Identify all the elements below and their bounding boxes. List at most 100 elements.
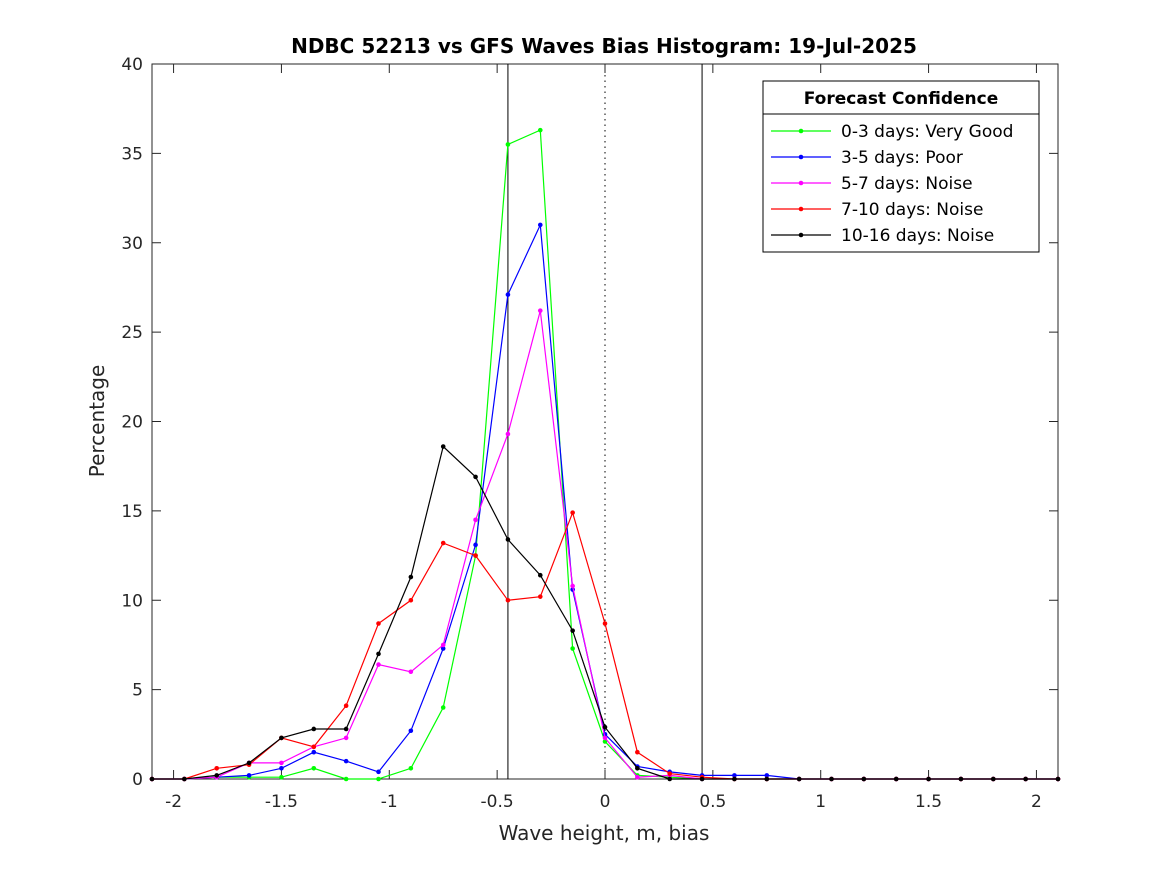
data-point [570,510,575,515]
legend-title: Forecast Confidence [804,89,999,109]
x-tick-label: -1.5 [265,792,298,812]
y-tick-label: 15 [121,502,143,522]
data-point [505,537,511,542]
data-point [376,662,381,667]
legend-label: 0-3 days: Very Good [841,122,1013,142]
legend-marker [798,128,804,134]
x-tick-label: -2 [165,792,182,812]
data-point [732,776,737,782]
data-point [279,760,284,766]
data-point [149,776,155,782]
legend-label: 7-10 days: Noise [841,200,983,220]
chart-title: NDBC 52213 vs GFS Waves Bias Histogram: … [291,34,917,58]
data-point [376,651,381,657]
legend-marker [798,154,804,160]
y-tick-label: 0 [132,770,143,790]
data-point [505,142,511,147]
y-tick-label: 20 [121,413,143,433]
legend-marker [798,180,804,186]
data-point [473,517,478,523]
data-point [570,628,575,633]
data-point [311,765,317,771]
legend-items: 0-3 days: Very Good 3-5 days: Poor 5-7 day… [771,122,1013,246]
data-point [279,735,284,741]
legend-label: 5-7 days: Noise [841,174,973,194]
x-tick-label: 1.5 [915,792,942,812]
legend-marker [798,206,804,212]
data-point [602,724,608,730]
data-point [602,735,608,741]
x-tick-label: 1 [815,792,826,812]
data-point [440,540,446,546]
y-tick-label: 35 [121,144,143,164]
data-point [764,776,770,782]
data-point [732,773,737,778]
data-point [343,758,349,764]
data-point [537,308,543,313]
data-point [440,642,446,648]
data-point [182,776,187,782]
data-point [440,646,446,651]
data-point [473,474,478,480]
data-point [505,597,511,603]
data-point [440,705,446,710]
data-point [505,431,511,437]
x-tick-label: 0 [600,792,611,812]
data-point [440,444,446,449]
data-point [343,726,349,732]
data-point [537,594,543,599]
data-point [246,760,252,766]
data-point [311,726,317,732]
data-point [246,773,252,778]
data-point [408,669,414,675]
data-point [473,553,478,558]
legend-marker [798,232,804,238]
data-point [214,765,220,771]
data-point [537,127,543,133]
data-point [408,597,414,603]
data-point [376,769,381,775]
data-point [635,774,640,780]
y-tick-label: 10 [121,591,143,611]
x-tick-label: -1 [381,792,398,812]
legend: Forecast Confidence 0-3 days: Very Good 3… [762,80,1040,253]
legend-label: 10-16 days: Noise [841,226,994,246]
data-point [958,776,964,782]
data-point [376,621,381,626]
data-point [635,765,640,771]
data-point [635,749,640,755]
data-point [214,773,220,778]
x-tick-label: -0.5 [481,792,514,812]
data-point [893,776,899,782]
data-point [667,771,673,776]
x-tick-label: 0.5 [699,792,726,812]
x-tick-label: 2 [1031,792,1042,812]
data-point [408,765,414,771]
data-point [343,776,349,782]
legend-box [762,80,1040,253]
data-point [537,572,543,578]
y-tick-label: 25 [121,323,143,343]
x-axis-title: Wave height, m, bias [499,821,710,845]
data-point [343,735,349,741]
data-point [1055,776,1061,782]
data-point [570,646,575,651]
data-point [473,542,478,548]
data-point [602,621,608,626]
data-point [796,776,802,782]
data-point [505,292,511,297]
data-point [537,222,543,228]
data-point [602,739,608,744]
data-point [667,776,673,782]
data-point [990,776,996,782]
data-point [311,744,317,750]
data-point [1023,776,1028,782]
y-axis-title: Percentage [85,365,109,478]
data-point [570,583,575,589]
data-point [699,776,705,782]
y-tick-label: 30 [121,234,143,254]
data-point [408,574,414,580]
data-point [376,776,381,782]
data-point [764,773,770,778]
